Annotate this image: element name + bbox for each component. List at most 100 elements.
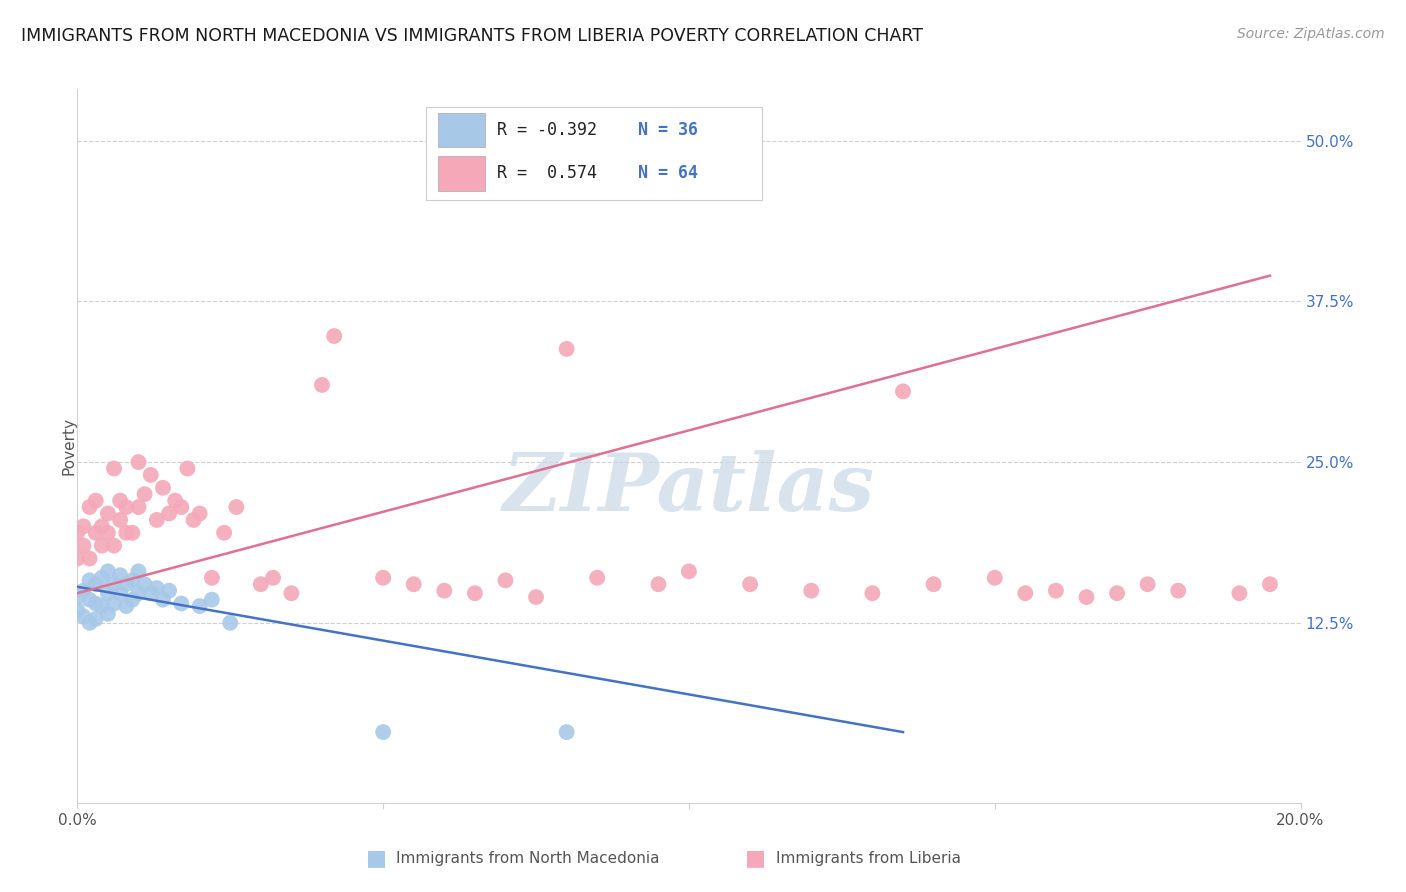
Point (72, 583, 94, 598)
Point (146, 513, 169, 527)
Point (115, 525, 138, 540)
Point (97, 586, 120, 600)
Text: ZIPatlas: ZIPatlas (503, 450, 875, 527)
Point (103, 461, 125, 475)
Point (79, 592, 101, 607)
FancyBboxPatch shape (439, 156, 485, 191)
Point (225, 500, 247, 514)
Point (371, 571, 394, 585)
Point (188, 507, 211, 521)
Text: ■: ■ (366, 848, 387, 868)
Point (495, 574, 517, 588)
Point (371, 725, 394, 739)
Point (201, 592, 224, 607)
Point (84, 525, 107, 540)
Point (1258, 577, 1281, 591)
Point (170, 500, 193, 514)
Point (586, 571, 609, 585)
Text: N = 64: N = 64 (637, 164, 697, 182)
Point (108, 513, 131, 527)
Point (108, 493, 131, 508)
Point (72, 609, 94, 624)
Point (678, 565, 700, 579)
Point (134, 487, 156, 501)
Point (128, 565, 150, 579)
Point (152, 481, 174, 495)
Point (121, 592, 143, 607)
Point (128, 455, 150, 469)
Point (139, 586, 162, 600)
Point (170, 597, 193, 611)
FancyBboxPatch shape (426, 107, 762, 200)
Point (97, 525, 120, 540)
Point (84, 612, 107, 626)
Text: R =  0.574: R = 0.574 (496, 164, 598, 182)
Point (165, 493, 187, 508)
Point (66, 603, 89, 617)
Point (90, 539, 112, 553)
Point (115, 599, 138, 613)
Point (555, 725, 578, 739)
Point (90, 571, 112, 585)
Point (984, 571, 1007, 585)
Point (103, 539, 125, 553)
Point (617, 185, 640, 199)
Point (103, 597, 125, 611)
Y-axis label: Poverty: Poverty (62, 417, 76, 475)
Point (740, 577, 762, 591)
Point (1136, 577, 1159, 591)
Text: N = 36: N = 36 (637, 120, 697, 139)
Point (72, 539, 94, 553)
Point (139, 467, 162, 482)
Point (157, 507, 180, 521)
Point (647, 577, 669, 591)
Point (402, 577, 425, 591)
Point (79, 500, 101, 514)
Point (212, 525, 235, 540)
Point (183, 513, 205, 527)
Point (323, 329, 346, 343)
Point (97, 565, 120, 579)
Point (1107, 586, 1129, 600)
Point (79, 551, 101, 566)
Point (84, 597, 107, 611)
Text: Source: ZipAtlas.com: Source: ZipAtlas.com (1237, 27, 1385, 41)
Point (800, 583, 823, 598)
Point (219, 615, 242, 630)
Point (79, 574, 101, 588)
Point (108, 586, 131, 600)
Point (262, 571, 284, 585)
Text: Immigrants from Liberia: Immigrants from Liberia (776, 851, 962, 865)
Point (84, 493, 107, 508)
Point (1167, 583, 1189, 598)
Point (464, 586, 486, 600)
Text: IMMIGRANTS FROM NORTH MACEDONIA VS IMMIGRANTS FROM LIBERIA POVERTY CORRELATION C: IMMIGRANTS FROM NORTH MACEDONIA VS IMMIG… (21, 27, 924, 45)
Point (108, 568, 131, 582)
Point (134, 577, 156, 591)
Point (66, 551, 89, 566)
Point (84, 577, 107, 591)
Point (862, 586, 884, 600)
Point (97, 507, 120, 521)
Point (128, 500, 150, 514)
Point (433, 583, 456, 598)
Text: ■: ■ (745, 848, 766, 868)
Point (72, 519, 94, 533)
Point (280, 586, 302, 600)
Point (152, 592, 174, 607)
Point (1045, 583, 1067, 598)
Point (157, 583, 180, 598)
Text: R = -0.392: R = -0.392 (496, 120, 598, 139)
Point (1014, 586, 1036, 600)
Point (176, 461, 198, 475)
FancyBboxPatch shape (439, 112, 485, 147)
Point (311, 378, 333, 392)
Point (555, 342, 578, 356)
Point (90, 519, 112, 533)
Point (97, 607, 120, 621)
Point (188, 599, 211, 613)
Point (201, 571, 224, 585)
Point (146, 581, 169, 595)
Text: Immigrants from North Macedonia: Immigrants from North Macedonia (396, 851, 659, 865)
Point (115, 577, 138, 591)
